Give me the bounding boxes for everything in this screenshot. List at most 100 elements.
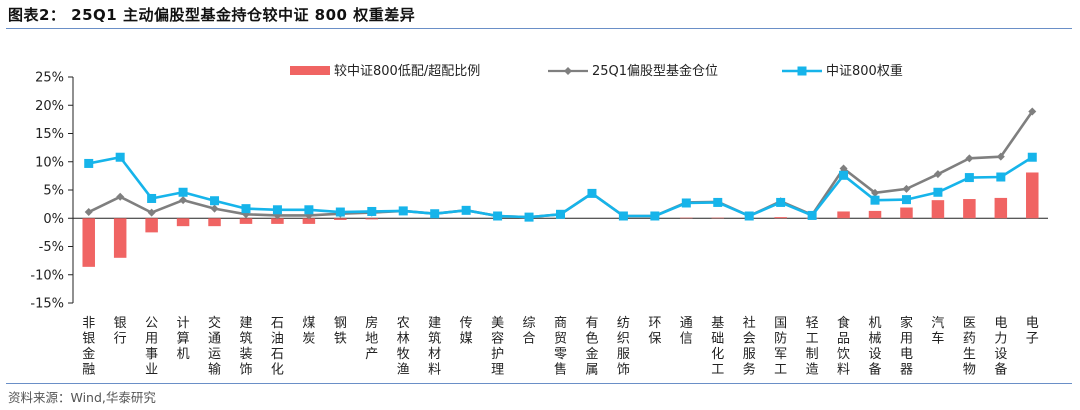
fund-position-point	[1028, 107, 1037, 116]
legend-marker-fund	[564, 67, 572, 75]
y-tick-label: 25%	[35, 71, 64, 86]
x-tick-label: 交通运输	[208, 315, 221, 378]
bar	[176, 218, 190, 227]
x-tick-label: 电子	[1026, 316, 1039, 347]
fund-position-point	[933, 170, 942, 179]
bar	[208, 218, 221, 227]
bar	[868, 210, 882, 219]
index-weight-point	[587, 188, 597, 198]
fund-position-point	[839, 164, 848, 173]
index-weight-point	[618, 211, 628, 221]
bar	[145, 218, 158, 233]
legend-marker-index	[797, 66, 807, 76]
index-weight-point	[398, 206, 408, 216]
footer-rule	[6, 383, 1072, 384]
x-tick-label: 国防军工	[774, 316, 787, 378]
index-weight-point	[713, 197, 723, 207]
chart: 25% 20% 15% 10% 5% 0% -5% -10% -15% 非银金融 银行 公用事业 计算…	[30, 63, 1048, 378]
line-series	[84, 107, 1037, 222]
x-tick-label: 建筑材料	[428, 316, 441, 378]
fund-position-point	[84, 208, 93, 217]
x-tick-label: 商贸零售	[554, 316, 567, 378]
index-weight-point	[84, 158, 94, 168]
legend-label-fund: 25Q1偏股型基金仓位	[592, 63, 718, 79]
x-tick-label: 美容护理	[491, 316, 504, 378]
index-weight-point	[650, 211, 660, 221]
index-weight-point	[901, 195, 911, 205]
x-tick-label: 有色金属	[585, 316, 598, 378]
bar	[334, 218, 347, 220]
x-tick-label: 基础化工	[711, 316, 724, 378]
y-tick-label: -10%	[30, 268, 64, 283]
y-tick-label: -5%	[39, 240, 64, 255]
index-weight-point	[335, 207, 345, 217]
index-weight-point	[367, 206, 377, 216]
x-tick-label: 家用电器	[900, 315, 913, 378]
index-weight-point	[933, 187, 943, 197]
fund-position-point	[871, 188, 880, 197]
index-weight-point	[115, 152, 125, 162]
x-tick-label: 汽车	[931, 316, 944, 347]
legend: 较中证800低配/超配比例 25Q1偏股型基金仓位 中证800权重	[290, 63, 903, 79]
y-tick-label: 0%	[43, 212, 64, 227]
bar	[837, 211, 850, 219]
index-weight-point	[241, 204, 251, 214]
index-weight-point	[272, 205, 282, 215]
bar	[994, 197, 1008, 219]
y-tick-label: 10%	[35, 155, 64, 170]
fund-position-point	[179, 196, 188, 205]
legend-label-bar: 较中证800低配/超配比例	[334, 64, 480, 79]
bar	[113, 218, 127, 258]
index-weight-point	[681, 198, 691, 208]
y-tick-label: 15%	[35, 127, 64, 142]
bar	[1026, 172, 1039, 219]
bar	[680, 217, 693, 219]
fund-position-line	[88, 110, 1034, 219]
index-weight-point	[744, 211, 754, 221]
x-tick-label: 石油石化	[271, 316, 284, 378]
x-tick-label: 钢铁	[334, 316, 347, 347]
x-tick-label: 通信	[680, 316, 693, 347]
bar	[931, 200, 945, 219]
fund-position-point	[965, 154, 974, 163]
y-tick-label: -15%	[30, 297, 64, 312]
x-tick-label: 轻工制造	[806, 316, 819, 378]
x-tick-label: 医药生物	[963, 316, 976, 378]
index-weight-point	[807, 210, 817, 220]
index-weight-point	[178, 187, 188, 197]
x-tick-label: 食品饮料	[837, 315, 850, 378]
fund-position-point	[210, 204, 219, 213]
x-tick-label: 计算机	[177, 316, 190, 362]
x-tick-label: 煤炭	[302, 316, 315, 347]
index-weight-point	[493, 211, 503, 221]
bar	[711, 217, 725, 219]
x-tick-label: 银行	[114, 316, 127, 347]
index-weight-point	[1027, 152, 1037, 162]
index-weight-point	[524, 212, 534, 222]
bar	[239, 218, 253, 224]
x-tick-label: 农林牧渔	[397, 316, 410, 378]
x-tick-label: 环保	[648, 316, 661, 347]
title-rule	[6, 28, 1072, 29]
y-axis: 25% 20% 15% 10% 5% 0% -5% -10% -15%	[30, 71, 74, 312]
bar	[963, 199, 976, 219]
fund-position-point	[996, 152, 1005, 161]
index-weight-point	[304, 205, 314, 215]
index-weight-point	[430, 209, 440, 219]
index-weight-point	[461, 205, 471, 215]
legend-swatch-bar	[290, 66, 330, 75]
index-weight-point	[870, 195, 880, 205]
bar	[365, 218, 379, 220]
fund-position-point	[116, 192, 125, 201]
x-tick-label: 社会服务	[743, 315, 756, 378]
y-tick-label: 5%	[43, 184, 64, 199]
index-weight-point	[839, 170, 849, 180]
fund-position-point	[902, 184, 911, 193]
x-tick-label: 综合	[523, 316, 536, 347]
x-tick-label: 机械设备	[869, 316, 882, 378]
index-weight-point	[964, 173, 974, 183]
index-weight-point	[776, 197, 786, 207]
bar	[271, 218, 284, 224]
index-weight-point	[147, 193, 157, 203]
